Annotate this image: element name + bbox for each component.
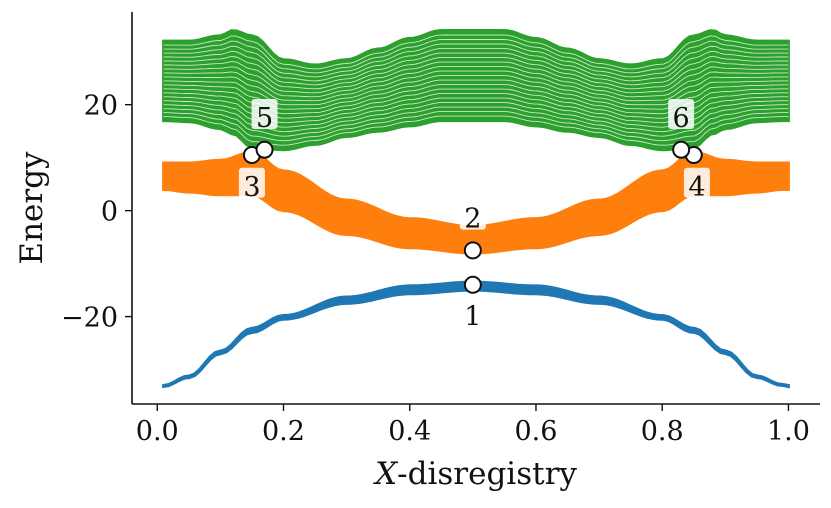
x-tick-label: 1.0 (767, 416, 810, 447)
x-tick-label: 0.4 (388, 416, 431, 447)
y-tick-label: 20 (84, 91, 118, 122)
band-line (163, 34, 789, 70)
point-label-4: 4 (688, 172, 705, 203)
band-line (163, 75, 789, 106)
band-line (163, 43, 789, 78)
y-tick-label: −20 (61, 303, 118, 334)
point-label-6: 6 (673, 103, 690, 134)
y-axis-title: Energy (14, 151, 50, 265)
point-marker-6 (672, 140, 691, 159)
point-marker-5 (255, 140, 274, 159)
x-tick-label: 0.8 (641, 416, 684, 447)
point-label-box (238, 167, 265, 198)
band-line (163, 52, 789, 86)
point-label-box (459, 199, 486, 230)
tick-layer: 0.0 0.2 0.4 0.6 0.8 1.0 −20 0 20 (61, 91, 810, 447)
point-label-box (683, 167, 710, 198)
band-line (163, 61, 789, 94)
point-label-box (668, 98, 695, 129)
band-line (163, 39, 789, 74)
point-marker-2 (463, 241, 482, 260)
band-line (163, 57, 789, 90)
x-tick-label: 0.2 (262, 416, 305, 447)
point-label-box (251, 98, 278, 129)
x-tick-label: 0.0 (136, 416, 179, 447)
band-line (163, 106, 789, 137)
y-tick-label: 0 (101, 197, 118, 228)
point-label-5: 5 (256, 103, 273, 134)
point-label-1: 1 (464, 302, 481, 333)
point-label-3: 3 (243, 172, 260, 203)
band-line (163, 48, 789, 82)
x-tick-label: 0.6 (514, 416, 557, 447)
band-line (163, 66, 789, 98)
point-marker-1 (463, 275, 482, 294)
point-label-2: 2 (464, 204, 481, 235)
blue-band (162, 280, 790, 389)
point-label-box (459, 297, 486, 328)
band-line (163, 111, 789, 142)
axes (131, 12, 820, 405)
marker-layer: 1 2 3 4 5 6 (238, 98, 710, 333)
band-line (163, 70, 789, 102)
x-axis-title: X-disregistry (373, 456, 577, 492)
orange-band (162, 150, 790, 255)
